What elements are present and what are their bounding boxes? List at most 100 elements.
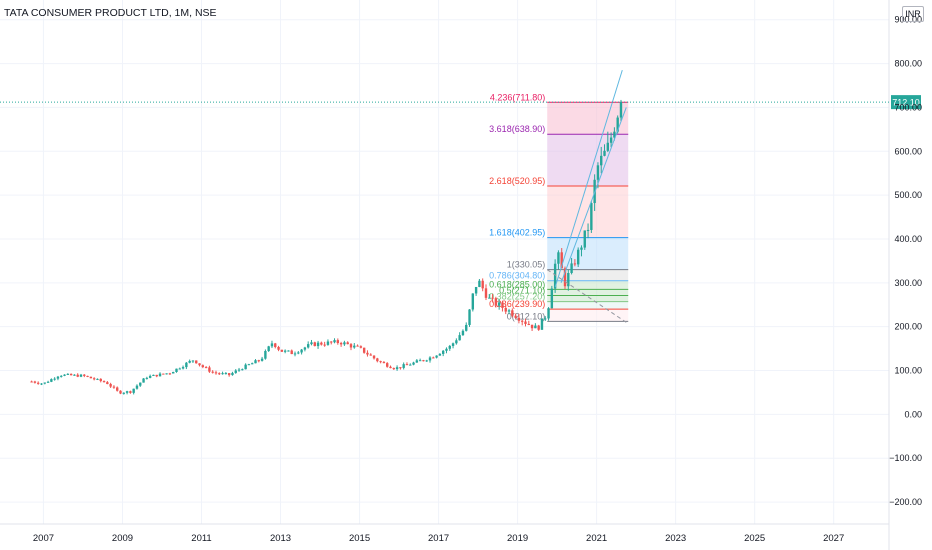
candle-body (343, 342, 346, 345)
candle-body (221, 373, 224, 375)
candle-body (386, 363, 389, 367)
y-tick-label: 900.00 (894, 15, 922, 25)
candle-body (544, 318, 547, 320)
candle-body (247, 364, 251, 366)
candle-body (412, 362, 415, 365)
candle-body (422, 360, 425, 362)
candle-body (86, 375, 89, 377)
candle-body (563, 268, 567, 287)
candle-body (349, 344, 353, 348)
candle-body (56, 376, 60, 379)
candle-body (392, 368, 395, 370)
candle-body (181, 367, 185, 369)
candle-body (468, 309, 471, 325)
candle-body (438, 353, 442, 356)
candle-body (550, 288, 554, 309)
candle-body (165, 373, 168, 375)
candle-body (530, 324, 534, 329)
candle-body (40, 383, 43, 385)
candle-body (60, 375, 63, 377)
fib-level-label: 0.236(239.90) (489, 299, 545, 309)
fib-level-label: 0.618(285.00) (489, 279, 545, 289)
candle-body (362, 347, 366, 353)
candle-body (227, 373, 231, 376)
candle-body (244, 364, 247, 370)
candle-body (613, 131, 616, 138)
x-tick-label: 2011 (191, 533, 211, 544)
candle-body (33, 381, 37, 383)
candle-body (83, 374, 86, 376)
candle-body (603, 150, 606, 156)
candle-body (218, 373, 221, 375)
candle-body (441, 350, 445, 354)
trend-line (546, 269, 627, 323)
fib-band (547, 301, 629, 310)
candle-body (616, 117, 619, 132)
candle-body (43, 382, 46, 384)
candle-body (501, 302, 504, 308)
candle-body (109, 384, 112, 387)
y-tick-label: −200.00 (889, 497, 922, 507)
candle-body (195, 360, 198, 364)
candle-body (73, 374, 76, 376)
candle-body (346, 342, 349, 345)
x-tick-label: 2007 (33, 533, 54, 544)
x-tick-label: 2019 (507, 533, 528, 544)
candle-body (119, 390, 122, 394)
fib-level-label: 4.236(711.80) (490, 92, 545, 102)
candle-body (122, 392, 126, 394)
x-tick-label: 2013 (270, 533, 291, 544)
candle-body (36, 382, 40, 384)
candle-body (359, 346, 363, 348)
fib-band (547, 295, 629, 302)
candle-body (376, 358, 379, 362)
candle-body (409, 364, 412, 366)
chart-title: TATA CONSUMER PRODUCT LTD, 1M, NSE (4, 7, 217, 19)
y-tick-label: 700.00 (894, 102, 922, 112)
candle-body (145, 377, 149, 379)
candle-body (326, 341, 330, 345)
candle-body (185, 362, 188, 368)
fib-band (547, 289, 629, 296)
candle-body (99, 378, 102, 382)
candle-body (586, 229, 590, 231)
candle-body (155, 374, 158, 377)
fib-band (547, 280, 629, 290)
candle-body (507, 310, 511, 312)
candle-body (534, 325, 537, 329)
candle-body (188, 360, 191, 363)
candle-body (310, 342, 313, 345)
candle-body (76, 374, 79, 377)
candle-body (573, 263, 577, 265)
candle-body (254, 360, 257, 364)
candle-body (63, 374, 66, 376)
candle-body (283, 350, 287, 352)
candle-body (293, 353, 297, 355)
candle-body (369, 354, 372, 356)
candle-body (382, 362, 386, 364)
candle-body (379, 361, 382, 363)
candle-body (280, 349, 284, 352)
candle-body (488, 297, 491, 299)
candle-body (158, 373, 162, 377)
currency-badge[interactable]: INR (902, 6, 924, 22)
candle-body (237, 369, 241, 371)
candle-body (297, 352, 300, 354)
last-price-label: 712.10 (892, 98, 920, 108)
price-axis: 900.00 800.00 700.00 600.00 500.00 400.00 300.… (889, 15, 922, 507)
candle-body (619, 102, 623, 118)
fib-level-label: 0.382(257.20) (489, 292, 545, 302)
candle-body (66, 373, 70, 375)
candle-body (303, 347, 307, 350)
candle-body (580, 247, 583, 250)
fib-band (547, 309, 629, 322)
candle-body (204, 367, 208, 369)
candle-body (53, 378, 56, 380)
candle-body (135, 385, 139, 389)
candle-body (231, 372, 234, 376)
candle-body (168, 373, 172, 375)
candle-body (415, 360, 419, 363)
candle-body (106, 382, 109, 385)
